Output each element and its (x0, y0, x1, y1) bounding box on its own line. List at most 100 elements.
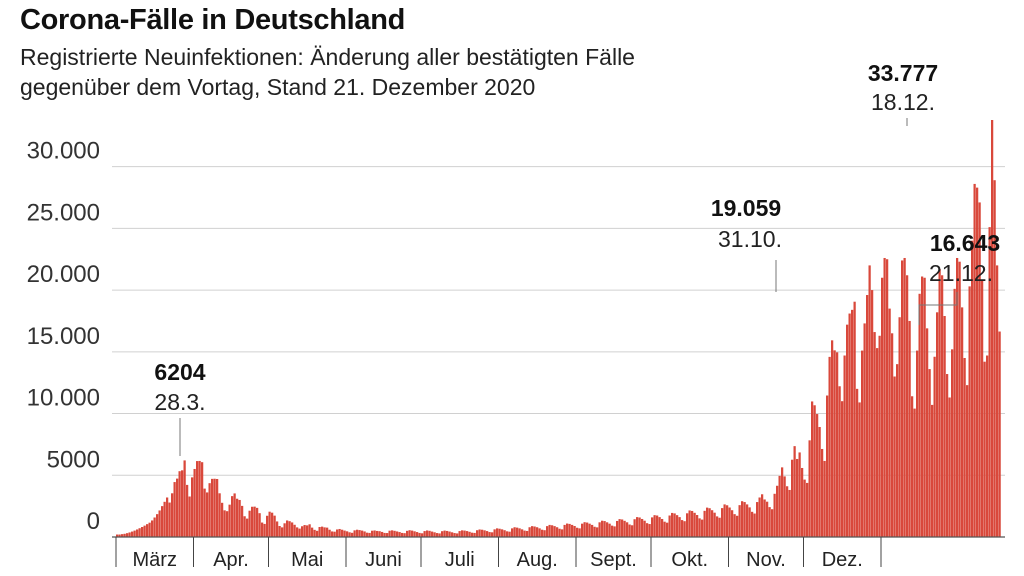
bar (751, 511, 754, 537)
bar (536, 527, 539, 537)
bar (733, 514, 736, 537)
bar (223, 510, 226, 537)
bar (186, 484, 189, 537)
bar (363, 531, 366, 537)
bar (426, 530, 429, 537)
bar (226, 511, 229, 537)
y-tick-label: 10.000 (27, 385, 100, 412)
x-tick-label: März (133, 549, 177, 571)
bar (456, 533, 459, 537)
bar (838, 386, 841, 537)
bar (516, 527, 519, 537)
bar (791, 459, 794, 537)
bar (646, 523, 649, 537)
bar (786, 486, 789, 537)
bar (963, 357, 966, 537)
annotation-date: 28.3. (154, 389, 205, 415)
bar (123, 533, 126, 537)
bar (881, 277, 884, 537)
bar (958, 261, 961, 537)
bar (908, 320, 911, 537)
bar (486, 531, 489, 537)
bar (891, 333, 894, 537)
bar (421, 533, 424, 537)
annotation-value: 19.059 (711, 195, 781, 221)
bar (653, 515, 656, 537)
bar (301, 526, 304, 537)
bar (808, 440, 811, 537)
bar (546, 526, 549, 537)
x-tick-label: Dez. (822, 549, 863, 571)
bar (286, 520, 289, 537)
bar (343, 530, 346, 537)
bar (681, 520, 684, 537)
bar (196, 461, 199, 537)
bar (938, 269, 941, 537)
bar (551, 525, 554, 537)
bar (576, 527, 579, 537)
bar (911, 396, 914, 537)
bar (198, 460, 201, 537)
bar (766, 501, 769, 537)
bar (228, 504, 231, 537)
bar (273, 515, 276, 537)
bar (721, 508, 724, 537)
bar (491, 532, 494, 537)
bar (773, 493, 776, 537)
bar (831, 340, 834, 537)
x-tick-label: Apr. (213, 549, 249, 571)
bar (666, 522, 669, 537)
x-tick-label: Okt. (671, 549, 708, 571)
bar (503, 530, 506, 537)
bar (341, 529, 344, 537)
bar (848, 313, 851, 537)
gridlines: 0 5000 10.000 15.000 20.000 25.000 30.000 (27, 138, 1005, 535)
bar (533, 526, 536, 537)
bar (476, 530, 479, 537)
bar (478, 529, 481, 537)
bar (348, 532, 351, 537)
bar (293, 524, 296, 537)
bar (231, 496, 234, 537)
bar (998, 331, 1001, 537)
y-tick-label: 25.000 (27, 199, 100, 226)
bar (321, 526, 324, 537)
bar (553, 526, 556, 537)
bar (776, 485, 779, 537)
bar (996, 265, 999, 537)
bar (818, 427, 821, 537)
bar (148, 522, 151, 537)
x-tick-label: Mai (291, 549, 323, 571)
bar (526, 530, 529, 537)
x-tick-label: Nov. (746, 549, 786, 571)
bar (316, 530, 319, 537)
bar (943, 316, 946, 537)
bar (723, 504, 726, 537)
bar (966, 385, 969, 537)
bar (541, 529, 544, 537)
bar (246, 518, 249, 537)
bar (878, 335, 881, 537)
bar (801, 467, 804, 537)
bar (768, 507, 771, 537)
bar (603, 521, 606, 537)
bar (386, 533, 389, 537)
bar (561, 529, 564, 537)
bar (446, 530, 449, 537)
bar (248, 510, 251, 537)
bar (308, 524, 311, 537)
bar (483, 530, 486, 537)
bar (336, 529, 339, 537)
bar (901, 260, 904, 537)
annotation-date: 18.12. (871, 89, 935, 115)
bar (926, 328, 929, 537)
bar (568, 523, 571, 537)
bar (326, 527, 329, 537)
bar (636, 517, 639, 537)
bar (263, 523, 266, 537)
bar (716, 516, 719, 537)
bar (158, 510, 161, 537)
bar (591, 524, 594, 537)
annotation-value: 33.777 (868, 60, 938, 86)
bar (296, 527, 299, 537)
